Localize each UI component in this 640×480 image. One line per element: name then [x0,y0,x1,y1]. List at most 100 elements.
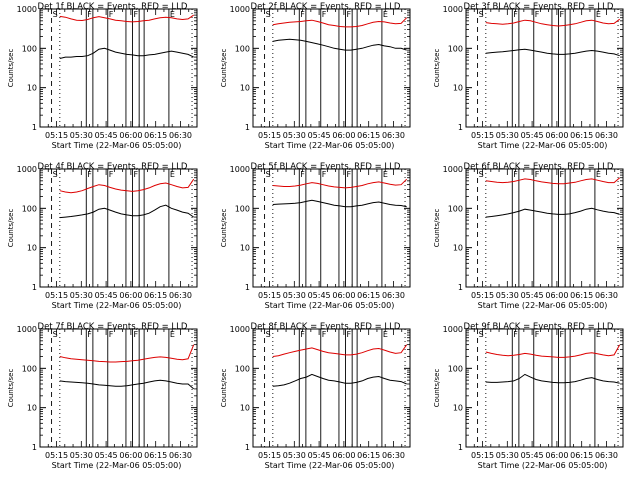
detector-panel: Det 3f BLACK = Events, RED = LLD 1 10 100 10… [433,2,624,150]
y-tick-label: 1 [458,283,463,292]
x-tick-label: 05:15 [45,291,68,300]
y-tick-label: 1 [32,283,37,292]
segment-marker: E [170,10,175,19]
panel-title: Det 7f BLACK = Events, RED = LLD [38,322,188,332]
y-tick-label: 100 [235,364,250,373]
series-line-lld [59,178,195,194]
x-tick-label: 05:30 [70,131,93,140]
x-axis-label: Start Time (22-Mar-06 05:05:00) [265,461,395,470]
detector-panel: Det 4f BLACK = Events, RED = LLD 1 10 100 10… [7,162,198,310]
series-line-lld [485,18,621,27]
x-tick-label: 06:15 [357,291,380,300]
series-line-lld [272,178,408,189]
y-tick-label: 1000 [230,165,250,174]
segment-marker: F [109,170,114,179]
segment-marker: E [596,170,601,179]
segment-marker: F [300,10,305,19]
x-tick-label: 05:45 [308,291,331,300]
segment-marker: S [266,330,271,339]
segment-marker: E [170,330,175,339]
plot-frame [465,328,624,448]
series-line-events [272,199,407,208]
y-axis-label: Counts/sec [220,49,228,88]
series-line-lld [272,17,408,28]
x-tick-label: 06:00 [119,131,142,140]
x-tick-label: 06:00 [332,131,355,140]
series-line-events [485,48,620,57]
y-tick-label: 1 [245,443,250,452]
segment-marker: S [479,330,484,339]
y-axis-label: Counts/sec [433,209,441,248]
x-tick-label: 05:30 [283,291,306,300]
segment-marker: S [53,170,58,179]
x-tick-label: 05:15 [471,131,494,140]
y-axis-label: Counts/sec [433,369,441,408]
x-tick-label: 05:15 [258,291,281,300]
plot-frame [39,168,198,288]
segment-marker: F [109,330,114,339]
segment-marker: F [134,170,139,179]
x-tick-label: 05:45 [95,451,118,460]
segment-marker: F [87,170,92,179]
x-tick-label: 06:15 [570,131,593,140]
y-tick-label: 100 [235,204,250,213]
y-tick-label: 100 [235,44,250,53]
y-axis-label: Counts/sec [7,49,15,88]
x-tick-label: 06:15 [357,451,380,460]
x-tick-label: 05:30 [70,291,93,300]
y-axis-label: Counts/sec [433,49,441,88]
segment-marker: F [87,10,92,19]
segment-marker: F [513,170,518,179]
y-tick-label: 10 [27,244,37,253]
panel-title: Det 4f BLACK = Events, RED = LLD [38,162,188,172]
series-line-events [59,47,194,59]
y-axis-label: Counts/sec [220,369,228,408]
segment-marker: F [109,10,114,19]
x-tick-label: 06:30 [169,291,192,300]
series-line-events [485,207,620,218]
series-line-events [59,204,194,219]
x-tick-label: 06:15 [570,291,593,300]
x-tick-label: 05:45 [308,451,331,460]
x-axis-label: Start Time (22-Mar-06 05:05:00) [478,141,608,150]
panel-title: Det 1f BLACK = Events, RED = LLD [38,2,188,12]
y-tick-label: 10 [240,404,250,413]
y-tick-label: 1000 [443,325,463,334]
segment-marker: F [513,10,518,19]
segment-marker: F [300,330,305,339]
x-tick-label: 05:30 [496,131,519,140]
x-axis-label: Start Time (22-Mar-06 05:05:00) [52,141,182,150]
y-tick-label: 10 [453,84,463,93]
detector-panel: Det 8f BLACK = Events, RED = LLD 1 10 100 10… [220,322,411,470]
detector-panel: Det 1f BLACK = Events, RED = LLD 1 10 100 10… [7,2,198,150]
x-tick-label: 06:00 [119,291,142,300]
panel-title: Det 2f BLACK = Events, RED = LLD [251,2,401,12]
y-tick-label: 100 [448,44,463,53]
detector-panel: Det 5f BLACK = Events, RED = LLD 1 10 100 10… [220,162,411,310]
segment-marker: F [322,330,327,339]
x-tick-label: 06:30 [382,291,405,300]
segment-marker: F [300,170,305,179]
y-tick-label: 100 [22,364,37,373]
series-line-events [485,373,620,384]
y-tick-label: 1000 [230,5,250,14]
x-tick-label: 06:00 [545,291,568,300]
x-tick-label: 06:30 [169,451,192,460]
y-tick-label: 1 [32,123,37,132]
plot-frame [252,328,411,448]
x-tick-label: 05:30 [496,451,519,460]
x-tick-label: 05:30 [70,451,93,460]
series-line-events [272,38,407,51]
x-tick-label: 05:15 [45,131,68,140]
x-axis-label: Start Time (22-Mar-06 05:05:00) [52,301,182,310]
x-tick-label: 06:15 [570,451,593,460]
x-tick-label: 05:45 [308,131,331,140]
x-tick-label: 06:30 [382,131,405,140]
x-tick-label: 06:15 [144,291,167,300]
detector-panel: Det 6f BLACK = Events, RED = LLD 1 10 100 10… [433,162,624,310]
detector-panel: Det 2f BLACK = Events, RED = LLD 1 10 100 10… [220,2,411,150]
segment-marker: E [170,170,175,179]
panel-title: Det 8f BLACK = Events, RED = LLD [251,322,401,332]
x-axis-label: Start Time (22-Mar-06 05:05:00) [265,141,395,150]
